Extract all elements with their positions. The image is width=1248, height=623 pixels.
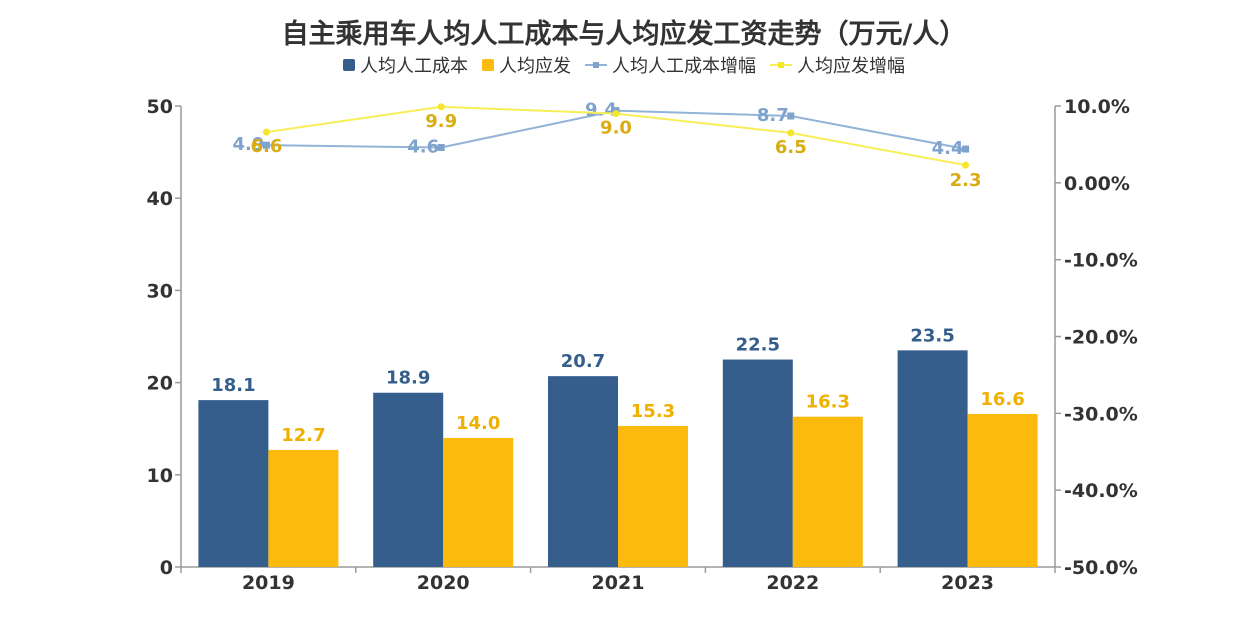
legend-bar-swatch	[343, 59, 355, 71]
y-right-tick-label: -10.0%	[1064, 250, 1138, 272]
line-data-label: 4.4	[932, 138, 964, 159]
y-left-tick-label: 20	[147, 373, 173, 395]
bar-cost	[198, 400, 269, 567]
chart-title: 自主乘用车人均人工成本与人均应发工资走势（万元/人）	[281, 19, 967, 50]
line-data-label: 9.4	[585, 100, 617, 121]
x-tick-label: 2019	[242, 572, 295, 594]
bar-wage	[967, 413, 1038, 567]
bar-cost	[722, 359, 793, 567]
line-data-label: 4.6	[407, 136, 439, 157]
legend-label: 人均人工成本增幅	[612, 56, 756, 77]
legend-label: 人均应发	[499, 56, 571, 77]
legend-item-4: 人均应发增幅	[770, 52, 905, 78]
legend-label: 人均应发增幅	[797, 56, 905, 77]
legend-bar-swatch	[482, 59, 494, 71]
bar-data-label: 15.3	[631, 401, 675, 422]
x-tick-label: 2022	[766, 572, 819, 594]
bar-wage	[268, 449, 339, 567]
y-right-tick-label: 0.00%	[1064, 173, 1130, 195]
marker-wage-growth	[262, 128, 270, 136]
bar-data-label: 16.6	[980, 389, 1024, 410]
y-right-tick-label: -20.0%	[1064, 327, 1138, 349]
bar-wage	[792, 416, 863, 567]
y-right-tick-label: -50.0%	[1064, 557, 1138, 579]
bar-data-label: 23.5	[910, 325, 954, 346]
bar-data-label: 16.3	[806, 392, 850, 413]
y-left-tick-label: 30	[147, 280, 173, 302]
marker-cost-growth	[962, 145, 970, 153]
marker-wage-growth	[962, 161, 970, 169]
bar-cost	[373, 392, 444, 567]
marker-wage-growth	[437, 103, 445, 111]
line-data-label: 6.6	[250, 136, 282, 157]
bar-data-label: 18.1	[211, 375, 255, 396]
legend-item-3: 人均人工成本增幅	[585, 52, 756, 78]
legend-line-swatch	[585, 59, 607, 71]
y-left-tick-label: 50	[147, 96, 173, 118]
bar-cost	[548, 376, 618, 567]
bar-wage	[618, 425, 688, 567]
legend-item-2: 人均应发	[482, 52, 571, 78]
bar-data-label: 12.7	[281, 425, 325, 446]
bar-cost	[897, 350, 968, 567]
bar-wage	[443, 437, 514, 567]
line-data-label: 9.9	[425, 111, 457, 132]
marker-cost-growth	[787, 112, 795, 120]
bar-data-label: 14.0	[456, 413, 500, 434]
x-tick-label: 2023	[941, 572, 994, 594]
line-data-label: 8.7	[757, 105, 789, 126]
marker-wage-growth	[787, 129, 795, 137]
legend-line-swatch	[770, 59, 792, 71]
legend-label: 人均人工成本	[360, 56, 468, 77]
bar-data-label: 22.5	[736, 335, 780, 356]
marker-cost-growth	[437, 143, 445, 151]
line-data-label: 4.9	[232, 134, 264, 155]
marker-wage-growth	[612, 110, 620, 118]
line-data-label: 2.3	[950, 170, 982, 191]
y-left-tick-label: 0	[160, 557, 173, 579]
line-data-label: 9.0	[600, 118, 632, 139]
y-left-tick-label: 40	[147, 188, 173, 210]
bar-data-label: 18.9	[386, 368, 430, 389]
marker-cost-growth	[262, 141, 270, 149]
y-right-tick-label: 10.0%	[1064, 96, 1130, 118]
legend-item-1: 人均人工成本	[343, 52, 468, 78]
line-data-label: 6.5	[775, 137, 807, 158]
chart-legend: 人均人工成本 人均应发 人均人工成本增幅 人均应发增幅	[0, 52, 1248, 78]
x-tick-label: 2021	[592, 572, 645, 594]
y-left-tick-label: 10	[147, 465, 173, 487]
bar-data-label: 20.7	[561, 351, 605, 372]
x-tick-label: 2020	[417, 572, 470, 594]
y-right-tick-label: -40.0%	[1064, 480, 1138, 502]
y-right-tick-label: -30.0%	[1064, 403, 1138, 425]
